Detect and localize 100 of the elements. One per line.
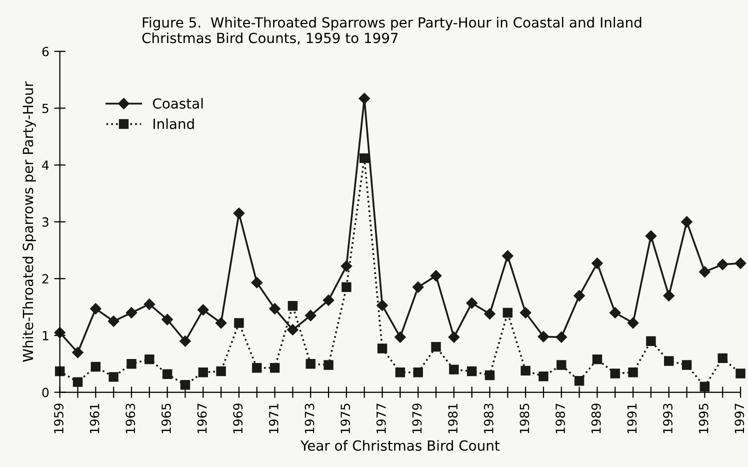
point: [198, 368, 208, 378]
point: [90, 362, 101, 372]
point: [449, 364, 459, 374]
legend-label: Coastal: [152, 98, 203, 109]
point: [700, 382, 710, 392]
point: [306, 359, 316, 369]
point: [538, 372, 548, 382]
point: [484, 370, 495, 380]
point: [717, 258, 728, 270]
point: [288, 301, 298, 311]
point: [646, 336, 656, 346]
point: [322, 294, 334, 306]
point: [377, 344, 388, 354]
point: [358, 92, 370, 104]
point: [466, 366, 477, 376]
point: [198, 304, 209, 316]
point: [270, 362, 280, 373]
point: [287, 324, 298, 336]
point: [718, 353, 728, 364]
point: [628, 368, 638, 378]
point: [144, 298, 156, 310]
point: [144, 354, 154, 364]
x-tick-label: 1977: [376, 404, 386, 434]
point: [484, 308, 496, 320]
x-tick-label: 1995: [698, 404, 708, 434]
point: [502, 250, 514, 262]
point: [126, 307, 138, 318]
point: [664, 356, 674, 366]
point: [162, 369, 172, 379]
x-tick-label: 1979: [412, 404, 422, 434]
y-tick-label: 0: [42, 388, 49, 398]
point: [252, 362, 262, 373]
point: [556, 332, 567, 343]
point: [305, 310, 316, 322]
point: [734, 258, 746, 269]
x-tick-label: 1959: [54, 404, 64, 434]
point: [592, 354, 602, 364]
point: [180, 380, 190, 390]
point: [538, 330, 550, 342]
y-tick-label: 1: [42, 331, 48, 340]
point: [340, 260, 352, 272]
point: [324, 360, 334, 370]
x-axis-title: Year of Christmas Bird Count: [300, 440, 500, 451]
point: [359, 153, 370, 164]
point: [412, 282, 424, 293]
point: [251, 277, 262, 288]
point: [54, 327, 66, 338]
point: [180, 336, 191, 347]
point: [520, 307, 532, 318]
point: [431, 342, 441, 352]
point: [395, 368, 406, 378]
point: [108, 316, 120, 327]
x-tick-label: 1997: [734, 404, 744, 434]
point: [466, 297, 478, 309]
point: [699, 266, 710, 278]
point: [645, 230, 657, 242]
x-tick-label: 1969: [233, 404, 243, 434]
chart-title: Figure 5. White-Throated Sparrows per Party-Hour in Coastal and Inland Christmas Bird Counts, 1959 to 1997: [142, 16, 642, 45]
x-tick-label: 1991: [627, 404, 637, 434]
point: [448, 332, 460, 343]
point: [72, 377, 83, 387]
x-tick-label: 1963: [126, 404, 136, 434]
point: [682, 360, 692, 370]
point: [233, 208, 245, 219]
point: [216, 366, 226, 376]
legend-label: Inland: [154, 118, 194, 130]
y-tick-label: 6: [42, 46, 49, 56]
x-tick-label: 1975: [340, 404, 350, 434]
point: [215, 317, 227, 329]
y-tick-label: 2: [42, 274, 48, 284]
point: [108, 372, 118, 382]
point: [627, 317, 639, 329]
x-tick-label: 1983: [484, 404, 494, 434]
point: [592, 258, 603, 269]
point: [520, 366, 530, 376]
point: [502, 308, 513, 318]
x-tick-label: 1961: [90, 404, 100, 434]
point: [574, 290, 585, 302]
x-tick-label: 1985: [520, 404, 530, 434]
x-tick-label: 1967: [197, 404, 207, 434]
y-tick-label: 4: [42, 160, 49, 170]
point: [610, 368, 620, 378]
x-tick-label: 1965: [161, 404, 171, 434]
point: [72, 346, 84, 358]
point: [269, 303, 280, 314]
point: [430, 270, 442, 282]
x-tick-label: 1993: [663, 404, 672, 434]
x-tick-label: 1971: [268, 404, 278, 434]
point: [663, 290, 674, 302]
point: [556, 360, 566, 370]
point: [162, 314, 173, 326]
x-tick-label: 1981: [448, 404, 458, 434]
x-tick-label: 1987: [556, 404, 566, 434]
x-tick-label: 1989: [591, 404, 601, 434]
point: [376, 300, 388, 311]
point: [90, 303, 102, 314]
point: [394, 332, 406, 343]
y-axis-title: White-Throated Sparrows per Party-Hour: [22, 81, 36, 362]
point: [681, 216, 692, 228]
point: [413, 368, 423, 378]
